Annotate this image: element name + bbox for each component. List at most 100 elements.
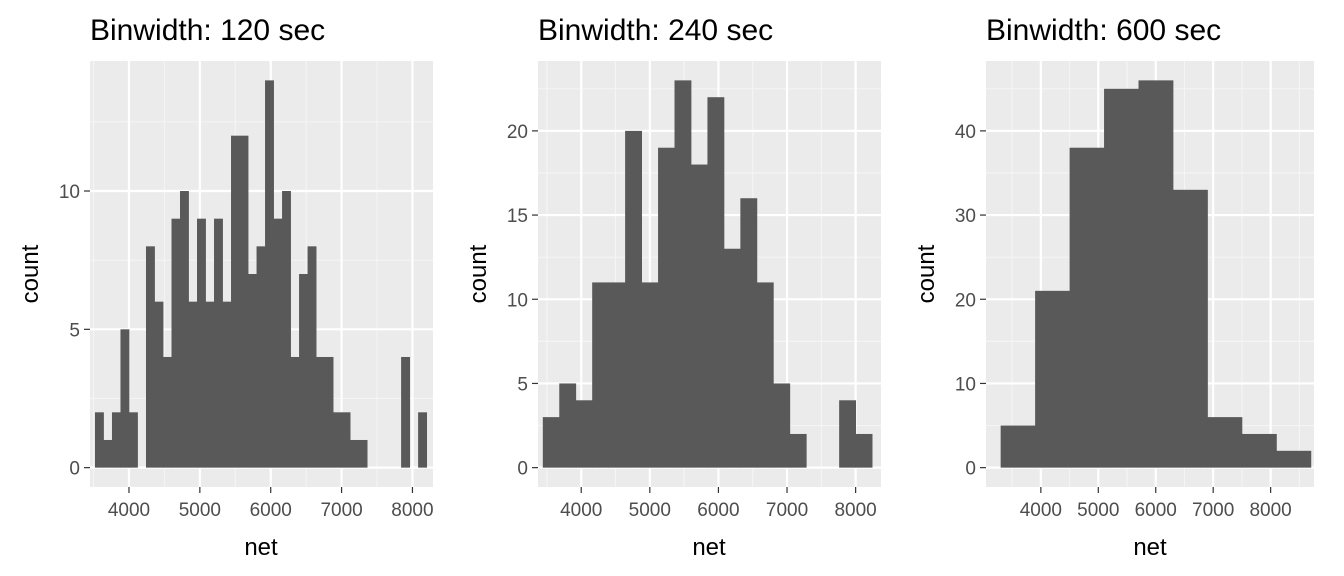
y-tick-label: 15 xyxy=(507,206,528,227)
histogram-bar xyxy=(756,282,774,468)
histogram-bar xyxy=(171,218,181,468)
histogram-bar xyxy=(592,282,610,468)
histogram-bar xyxy=(256,246,266,468)
y-tick-label: 10 xyxy=(955,374,976,395)
histogram-bar xyxy=(128,412,138,468)
histogram-bar xyxy=(248,274,257,468)
histogram-bar xyxy=(358,439,368,468)
x-axis-title: net xyxy=(244,534,278,561)
y-axis-title: count xyxy=(17,244,44,303)
histogram-bar xyxy=(299,274,308,468)
x-tick-label: 7000 xyxy=(766,500,808,521)
histogram-bar xyxy=(282,191,291,468)
y-tick-label: 0 xyxy=(69,459,80,480)
histogram-bar xyxy=(401,356,411,468)
histogram-bar xyxy=(145,246,155,468)
histogram-bar xyxy=(333,412,342,468)
y-tick-label: 0 xyxy=(965,459,976,480)
histogram-bar xyxy=(855,433,873,468)
histogram-bar xyxy=(575,400,593,468)
x-axis-title: net xyxy=(692,534,726,561)
histogram-panel-120: Binwidth: 120 sec 4000 5000 6000 7000 8000 0… xyxy=(17,14,434,561)
y-tick-label: 20 xyxy=(955,290,976,311)
histogram-bar xyxy=(120,329,130,468)
histogram-panel-600: Binwidth: 600 sec 4000 5000 6000 7000 8000 0… xyxy=(913,14,1314,561)
y-axis-title: count xyxy=(913,244,940,303)
histogram-bar xyxy=(341,412,351,468)
x-axis-ticks: 4000 5000 6000 7000 8000 xyxy=(1020,487,1292,521)
histogram-bar xyxy=(690,164,708,468)
histogram-bar xyxy=(307,246,317,468)
histogram-bar xyxy=(723,248,741,468)
histogram-bar xyxy=(180,191,189,468)
histogram-bar xyxy=(103,439,113,468)
y-tick-label: 10 xyxy=(507,290,528,311)
x-tick-label: 8000 xyxy=(834,500,876,521)
histogram-panel-240: Binwidth: 240 sec 4000 5000 6000 7000 8000 0… xyxy=(465,14,881,561)
histogram-bar xyxy=(1000,425,1036,468)
x-tick-label: 7000 xyxy=(1192,500,1234,521)
x-tick-label: 7000 xyxy=(320,500,362,521)
histogram-bar xyxy=(1138,80,1174,468)
y-tick-label: 5 xyxy=(517,374,528,395)
histogram-bar xyxy=(111,412,121,468)
x-axis-ticks: 4000 5000 6000 7000 8000 xyxy=(560,487,877,521)
histogram-bar xyxy=(290,356,300,468)
panel-title: Binwidth: 120 sec xyxy=(90,14,325,47)
histogram-bar xyxy=(1069,147,1105,468)
histogram-bar xyxy=(608,282,626,468)
histogram-bar xyxy=(154,301,164,468)
histogram-bar xyxy=(1104,88,1139,468)
x-axis-ticks: 4000 5000 6000 7000 8000 xyxy=(108,487,434,521)
y-axis-ticks: 0 5 10 xyxy=(59,182,90,480)
histogram-bar xyxy=(1207,417,1243,468)
histogram-bar xyxy=(625,130,642,468)
y-axis-ticks: 0 10 20 30 40 xyxy=(955,122,986,480)
x-tick-label: 4000 xyxy=(108,500,150,521)
histogram-bar xyxy=(658,147,675,468)
histogram-bar xyxy=(188,301,198,468)
y-axis-ticks: 0 5 10 15 20 xyxy=(507,122,538,480)
x-tick-label: 4000 xyxy=(1020,500,1062,521)
histogram-bar xyxy=(324,356,334,468)
histogram-bar xyxy=(205,301,215,468)
histogram-bar xyxy=(197,218,206,468)
histogram-bar xyxy=(162,356,172,468)
histogram-bar xyxy=(316,356,325,468)
histogram-bar xyxy=(1172,189,1208,468)
histogram-bar xyxy=(1035,290,1070,468)
histogram-bar xyxy=(94,412,104,468)
histogram-bar xyxy=(418,412,428,468)
histogram-bar xyxy=(789,433,807,468)
x-axis-title: net xyxy=(1133,534,1167,561)
y-tick-label: 20 xyxy=(507,122,528,143)
histogram-bar xyxy=(839,400,857,468)
histogram-bar xyxy=(350,439,359,468)
histogram-bar xyxy=(707,97,725,468)
x-tick-label: 5000 xyxy=(179,500,221,521)
histogram-bar xyxy=(674,80,692,468)
histogram-bars xyxy=(94,80,428,468)
histogram-bar xyxy=(231,135,240,468)
panel-title: Binwidth: 600 sec xyxy=(986,14,1221,47)
y-tick-label: 0 xyxy=(517,459,528,480)
y-tick-label: 10 xyxy=(59,182,80,203)
y-tick-label: 5 xyxy=(69,320,80,341)
histogram-bar xyxy=(773,383,791,468)
histogram-bar xyxy=(222,301,232,468)
x-tick-label: 4000 xyxy=(560,500,602,521)
x-tick-label: 5000 xyxy=(1077,500,1119,521)
y-tick-label: 30 xyxy=(955,206,976,227)
panel-title: Binwidth: 240 sec xyxy=(538,14,773,47)
x-tick-label: 6000 xyxy=(250,500,292,521)
histogram-bar xyxy=(641,282,659,468)
y-tick-label: 40 xyxy=(955,122,976,143)
histogram-bar xyxy=(542,417,560,468)
y-axis-title: count xyxy=(465,244,492,303)
x-tick-label: 8000 xyxy=(391,500,433,521)
histogram-bar xyxy=(1241,433,1277,468)
x-tick-label: 6000 xyxy=(1135,500,1177,521)
x-tick-label: 8000 xyxy=(1249,500,1291,521)
histogram-bar xyxy=(265,80,274,468)
